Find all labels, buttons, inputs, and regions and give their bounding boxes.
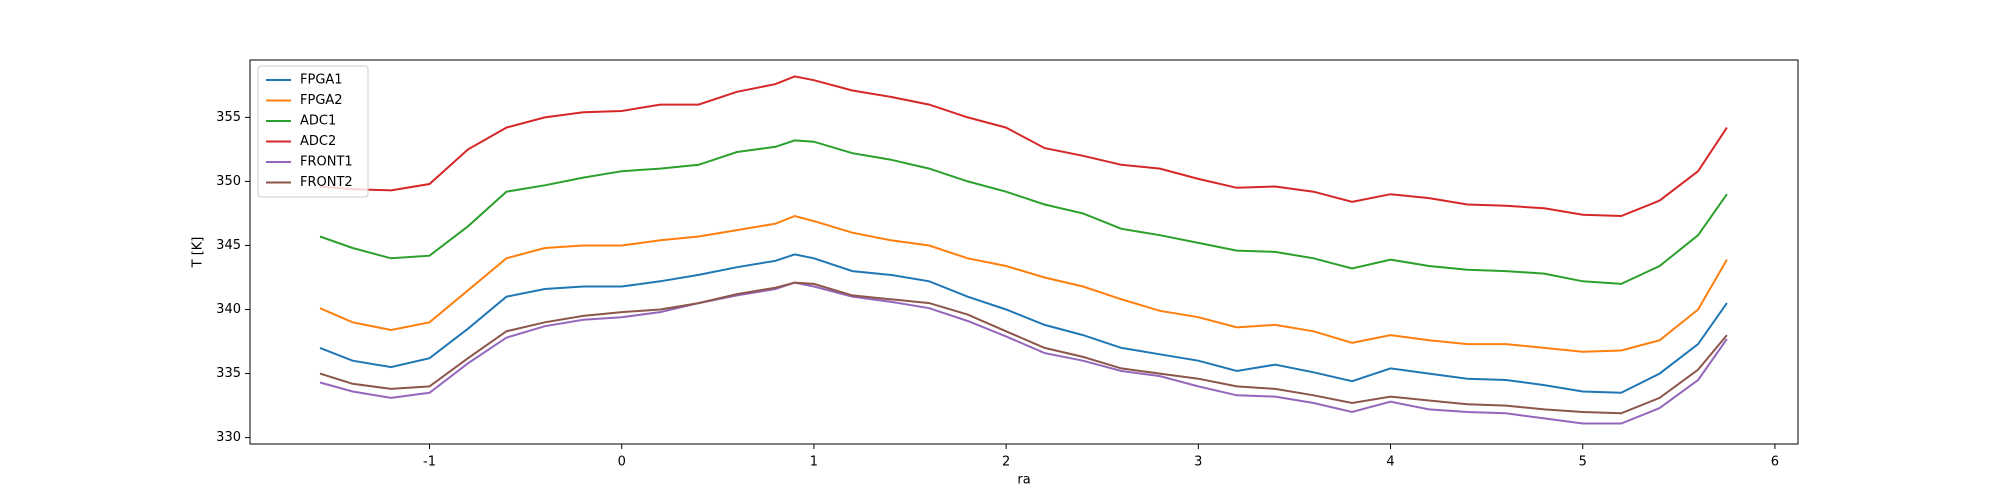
series-line bbox=[319, 75, 1728, 218]
x-tick-label: -1 bbox=[423, 455, 436, 470]
y-tick-label: 345 bbox=[216, 238, 241, 253]
x-tick-label: 6 bbox=[1771, 455, 1779, 470]
legend-label: FRONT1 bbox=[300, 155, 353, 170]
legend-label: FRONT2 bbox=[300, 175, 353, 190]
series-line bbox=[319, 253, 1728, 394]
x-tick-label: 2 bbox=[1002, 455, 1010, 470]
axes-frame bbox=[249, 59, 1799, 445]
legend-label: ADC2 bbox=[300, 134, 336, 149]
series-line bbox=[319, 281, 1728, 425]
legend-box bbox=[257, 65, 369, 198]
y-axis-label: T [K] bbox=[191, 237, 206, 269]
series-line bbox=[319, 281, 1728, 415]
x-tick-label: 3 bbox=[1194, 455, 1202, 470]
legend-label: FPGA1 bbox=[300, 73, 343, 88]
legend-label: ADC1 bbox=[300, 114, 336, 129]
y-tick-label: 330 bbox=[216, 430, 241, 445]
y-tick-label: 335 bbox=[216, 366, 241, 381]
x-tick-label: 4 bbox=[1386, 455, 1394, 470]
legend: FPGA1 FPGA2 ADC1 ADC2 FRONT1 FRONT2 bbox=[257, 65, 369, 198]
y-tick-label: 355 bbox=[216, 110, 241, 125]
series-line bbox=[319, 139, 1728, 285]
y-tick-label: 350 bbox=[216, 174, 241, 189]
series-line bbox=[319, 214, 1728, 353]
x-tick-label: 5 bbox=[1579, 455, 1587, 470]
legend-label: FPGA2 bbox=[300, 93, 343, 108]
x-axis-label: ra bbox=[1017, 473, 1030, 488]
x-tick-label: 0 bbox=[618, 455, 626, 470]
y-tick-label: 340 bbox=[216, 302, 241, 317]
x-tick-label: 1 bbox=[810, 455, 818, 470]
